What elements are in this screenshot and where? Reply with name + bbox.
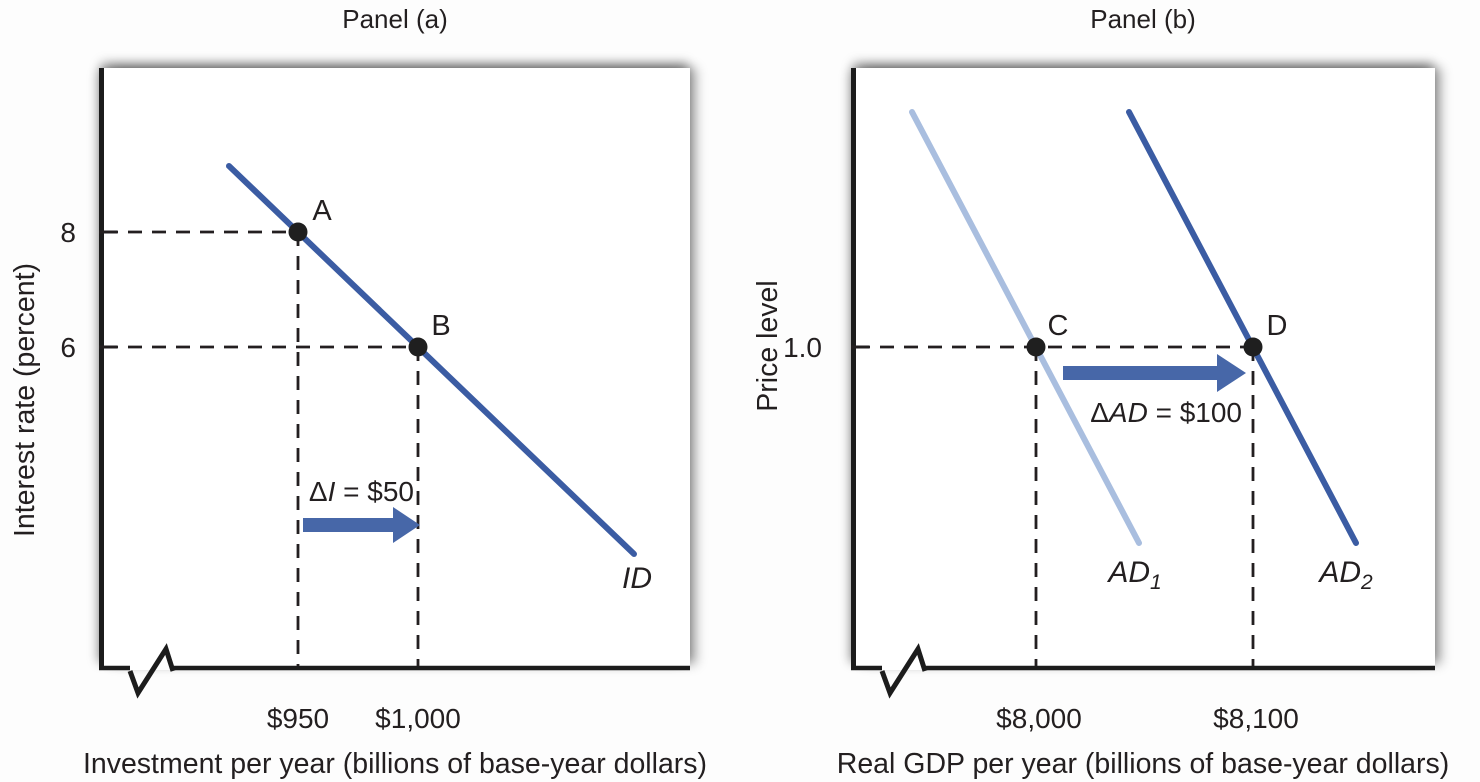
point-B-label: B <box>431 310 450 342</box>
y-tick-label-8: 8 <box>60 217 76 248</box>
point-A-label: A <box>312 195 332 227</box>
x-tick-label-950: $950 <box>267 703 329 734</box>
point-C-label: C <box>1048 310 1069 342</box>
shift-arrow-icon-panel-a <box>303 507 420 543</box>
delta-symbol-b: Δ <box>1090 397 1109 428</box>
panel-b-axis-break-icon <box>879 643 928 699</box>
ad1-curve <box>909 109 1142 546</box>
panel-b-title: Panel (b) <box>1090 4 1196 34</box>
panel-a: Panel (a) A <box>9 4 707 780</box>
delta-i-annotation: ΔI = $50 <box>309 476 414 507</box>
panel-b-y-axis-title: Price level <box>752 280 784 411</box>
x-tick-label-8000: $8,000 <box>996 703 1082 734</box>
ad1-curve-label: AD1 <box>1106 556 1161 594</box>
point-A-marker <box>288 222 308 242</box>
id-curve-label: ID <box>622 562 652 595</box>
delta-value-b: = $100 <box>1148 397 1242 428</box>
panel-a-plot-area <box>99 68 690 670</box>
delta-symbol: Δ <box>309 476 328 507</box>
point-C-marker <box>1026 337 1046 357</box>
panel-a-title: Panel (a) <box>342 4 448 34</box>
panel-a-axis-break-icon <box>127 643 176 699</box>
panel-b-x-axis-title: Real GDP per year (billions of base-year… <box>837 748 1450 780</box>
ad2-curve-label: AD2 <box>1317 556 1373 594</box>
y-tick-label-1.0: 1.0 <box>783 332 822 363</box>
ad1-subscript: 1 <box>1150 571 1162 594</box>
point-D-label: D <box>1267 310 1288 342</box>
x-tick-label-1000: $1,000 <box>375 703 461 734</box>
y-tick-label-6: 6 <box>60 332 76 363</box>
ad2-text: AD <box>1317 556 1361 589</box>
shift-arrow-icon-panel-b <box>1063 354 1246 392</box>
x-tick-label-8100: $8,100 <box>1213 703 1299 734</box>
panel-a-y-axis-title: Interest rate (percent) <box>9 263 41 537</box>
investment-demand-curve <box>226 163 637 557</box>
ad2-curve <box>1126 109 1359 546</box>
point-B-marker <box>408 337 428 357</box>
panel-b-dashed-guides <box>856 345 1255 666</box>
delta-value: = $50 <box>335 476 414 507</box>
ad1-text: AD <box>1106 556 1150 589</box>
panel-a-x-axis-title: Investment per year (billions of base-ye… <box>83 748 707 780</box>
panel-b: Panel (b) C D <box>752 4 1449 780</box>
ad2-subscript: 2 <box>1360 571 1373 594</box>
delta-variable-b: AD <box>1107 397 1148 428</box>
point-D-marker <box>1243 337 1263 357</box>
panel-a-dashed-guides <box>104 230 420 666</box>
delta-variable: I <box>328 476 336 507</box>
delta-ad-annotation: ΔAD = $100 <box>1090 397 1242 428</box>
